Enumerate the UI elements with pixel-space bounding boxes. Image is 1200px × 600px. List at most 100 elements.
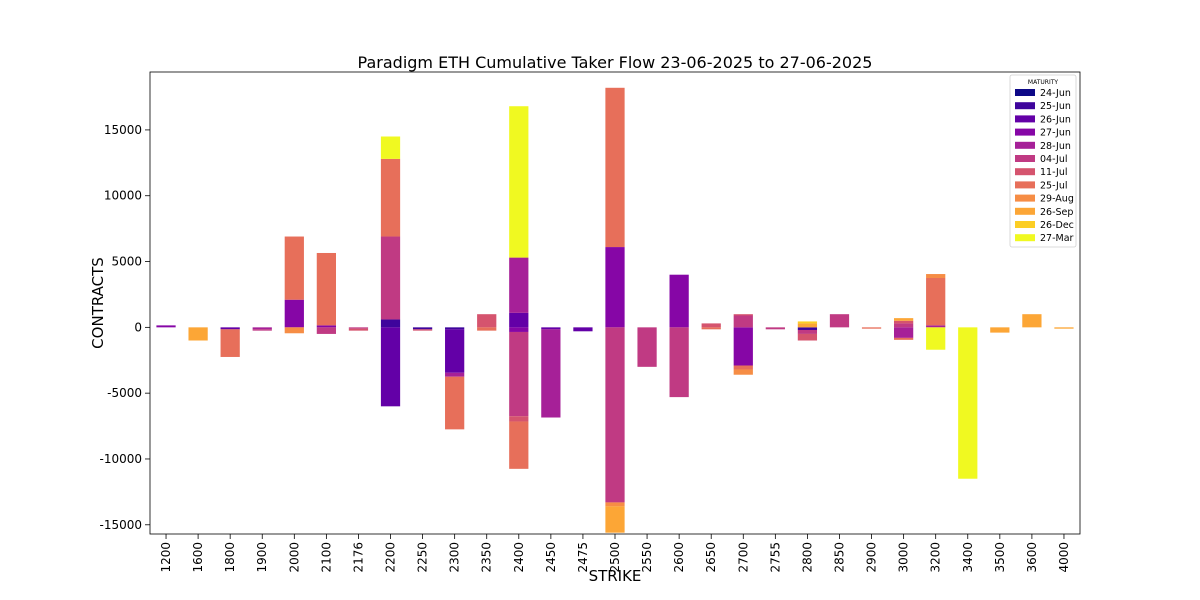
bar-3400-27-mar [958, 327, 978, 479]
legend-swatch-27-mar [1015, 234, 1035, 242]
bar-2350-11-jul [477, 314, 497, 328]
bar-3600-26-sep [1022, 314, 1042, 328]
x-tick-label: 2900 [865, 542, 879, 573]
bar-2100-27-jun [316, 325, 336, 328]
bar-2200-25-jul [380, 158, 401, 237]
legend-swatch-26-sep [1015, 207, 1035, 215]
bar-2800-25-jun [797, 327, 818, 330]
y-tick-label: -10000 [99, 452, 142, 466]
bar-2700-29-aug [733, 369, 753, 375]
bar-2755-04-jul [765, 327, 785, 330]
bar-2850-04-jul [829, 314, 850, 328]
bar-2800-11-jul [797, 333, 818, 341]
legend-swatch-11-jul [1015, 168, 1035, 176]
bar-2500-27-jun [605, 247, 625, 328]
x-tick-label: 2176 [351, 542, 365, 573]
x-tick-label: 1900 [255, 542, 269, 573]
bar-2000-25-jul [284, 236, 304, 300]
x-tick-label: 2250 [416, 542, 430, 573]
bar-2650-25-jul [701, 327, 721, 330]
x-tick-label: 2200 [384, 542, 398, 573]
bar-2300-26-jun [445, 329, 465, 373]
x-tick-label: 2850 [832, 542, 846, 573]
legend-swatch-28-jun [1015, 141, 1035, 149]
legend-label-11-jul: 11-Jul [1040, 167, 1068, 178]
legend-label-26-dec: 26-Dec [1040, 220, 1074, 231]
x-tick-label: 2700 [736, 542, 750, 573]
bar-1800-25-jul [220, 329, 240, 357]
bar-2200-26-jun [380, 327, 401, 407]
bar-2500-04-jul [605, 327, 625, 503]
bar-2200-25-jun [380, 319, 401, 328]
bar-2300-25-jun [445, 327, 465, 330]
legend-label-04-jul: 04-Jul [1040, 154, 1068, 165]
bars [156, 87, 1074, 533]
legend-label-27-jun: 27-Jun [1040, 128, 1071, 139]
bar-3200-27-mar [926, 327, 946, 350]
x-tick-label: 2000 [287, 542, 301, 573]
x-tick-label: 2650 [704, 542, 718, 573]
legend-label-25-jun: 25-Jun [1040, 101, 1071, 112]
bar-2400-27-mar [509, 106, 529, 258]
y-tick-label: -5000 [107, 386, 142, 400]
x-tick-label: 2475 [576, 542, 590, 573]
bar-2176-11-jul [348, 328, 369, 331]
x-tick-label: 3000 [897, 542, 911, 573]
bar-2300-25-jul [445, 376, 465, 430]
legend-label-29-aug: 29-Aug [1040, 194, 1074, 205]
bar-3200-28-jun [926, 325, 946, 328]
bar-3200-25-jul [926, 277, 946, 326]
bar-2250-11-jul [412, 329, 433, 331]
x-tick-label: 2350 [480, 542, 494, 573]
chart-title: Paradigm ETH Cumulative Taker Flow 23-06… [358, 53, 873, 72]
y-tick-label: 15000 [104, 123, 142, 137]
bar-3500-26-sep [990, 327, 1010, 333]
bar-2000-27-jun [284, 299, 304, 328]
bar-2475-26-jun [573, 327, 593, 332]
legend-swatch-25-jul [1015, 181, 1035, 189]
bar-2400-04-jul [509, 331, 529, 417]
legend-label-27-mar: 27-Mar [1040, 233, 1074, 244]
legend: MATURITY 24-Jun 25-Jun 26-Jun 27-Jun 28-Jun 0… [1009, 74, 1077, 248]
y-tick-label: 10000 [104, 189, 142, 203]
x-tick-label: 2755 [768, 542, 782, 573]
legend-label-28-jun: 28-Jun [1040, 141, 1071, 152]
bar-2450-26-jun [541, 327, 561, 330]
bar-2100-25-jul [316, 252, 336, 326]
x-tick-label: 1600 [191, 542, 205, 573]
bar-3000-11-jul [894, 320, 914, 324]
legend-label-24-jun: 24-Jun [1040, 88, 1071, 99]
bar-3000-04-jul [894, 323, 914, 328]
legend-swatch-27-jun [1015, 128, 1035, 136]
bar-2176-04-jul [348, 327, 369, 329]
bar-2650-11-jul [701, 323, 721, 328]
x-tick-label: 2550 [640, 542, 654, 573]
bar-2100-04-jul [316, 327, 336, 334]
bar-2300-28-jun [445, 372, 465, 377]
bar-2500-26-sep [605, 506, 625, 533]
bar-3200-29-aug [926, 274, 946, 278]
x-axis: 1200 1600 1800 1900 2000 2100 2176 2200 2250 2300… [159, 534, 1071, 573]
bar-2250-25-jun [412, 327, 433, 330]
y-tick-label: 0 [134, 320, 142, 334]
x-tick-label: 4000 [1057, 542, 1071, 573]
legend-swatch-26-dec [1015, 221, 1035, 228]
bar-2700-25-jul [733, 365, 753, 370]
bar-2400-27-jun [509, 327, 529, 332]
y-axis-label: CONTRACTS [89, 257, 107, 349]
bar-1900-04-jul [252, 329, 272, 331]
x-tick-label: 1200 [159, 542, 173, 573]
bar-2400-25-jul [509, 421, 529, 469]
bar-3000-26-sep [894, 318, 914, 321]
bar-2000-29-aug [284, 327, 304, 334]
bar-1600-26-sep [188, 327, 208, 341]
legend-swatch-26-jun [1015, 115, 1035, 123]
legend-label-25-jul: 25-Jul [1040, 180, 1068, 191]
bar-2400-28-jun [509, 257, 529, 313]
legend-swatch-25-jun [1015, 102, 1035, 110]
bar-2700-11-jul [733, 314, 753, 316]
x-tick-label: 2300 [448, 542, 462, 573]
bar-2600-04-jul [669, 327, 689, 398]
x-tick-label: 3500 [993, 542, 1007, 573]
